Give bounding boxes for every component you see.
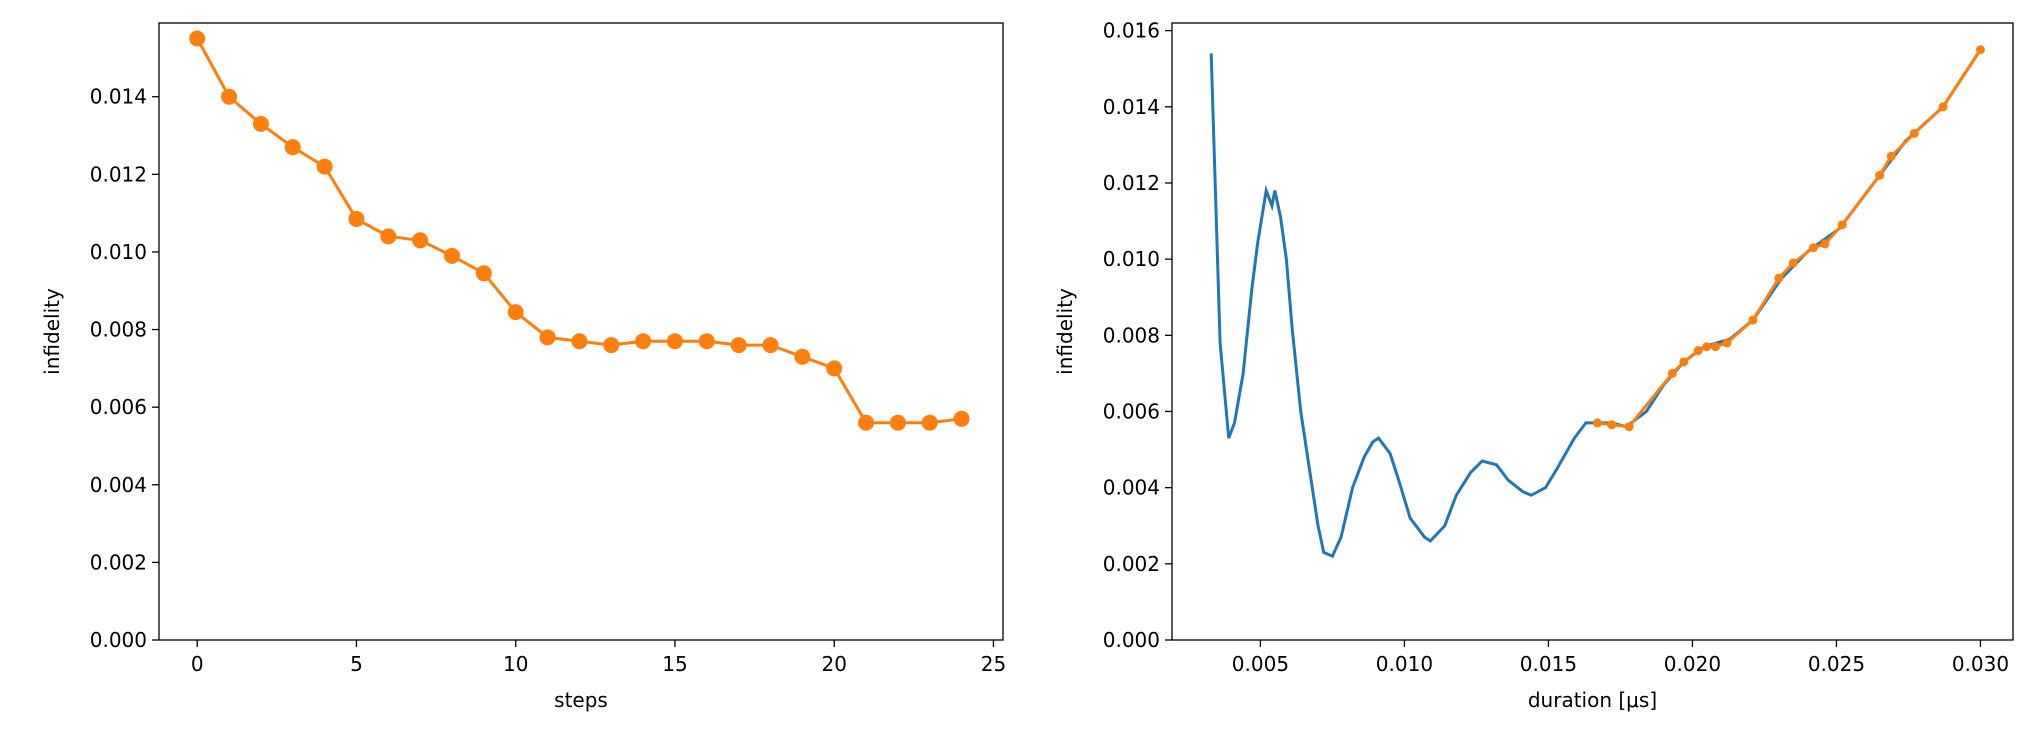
data-point: [316, 158, 333, 175]
series-line: [1597, 48, 1982, 429]
x-axis-label: steps: [554, 688, 608, 712]
data-point: [475, 265, 492, 282]
x-tick-label: 0.025: [1808, 652, 1865, 676]
data-point: [666, 333, 683, 350]
x-tick-label: 0.010: [1376, 652, 1433, 676]
data-point: [1592, 418, 1602, 428]
data-point: [1837, 220, 1847, 230]
data-point: [284, 139, 301, 156]
y-tick-label: 0.016: [1103, 19, 1160, 43]
y-tick-label: 0.004: [1103, 476, 1160, 500]
x-tick-label: 0.015: [1520, 652, 1577, 676]
y-tick-label: 0.006: [1103, 399, 1160, 423]
x-tick-label: 0: [191, 652, 204, 676]
data-point: [858, 414, 875, 431]
data-point: [539, 329, 556, 346]
y-tick-label: 0.004: [90, 473, 147, 497]
data-point: [252, 115, 269, 132]
data-point: [1774, 273, 1784, 283]
y-axis-label: infidelity: [1053, 288, 1077, 375]
data-point: [826, 360, 843, 377]
x-tick-label: 0.020: [1664, 652, 1721, 676]
y-tick-label: 0.010: [1103, 247, 1160, 271]
data-point: [507, 304, 524, 321]
data-point: [762, 337, 779, 354]
series-line: [1209, 48, 1982, 559]
y-tick-label: 0.010: [90, 240, 147, 264]
data-point: [603, 337, 620, 354]
data-point: [1710, 342, 1720, 352]
data-point: [189, 30, 206, 47]
data-point: [1938, 102, 1948, 112]
plot-frame: [1171, 22, 2014, 641]
data-point: [1820, 239, 1830, 249]
data-point: [1748, 315, 1758, 325]
data-point: [571, 333, 588, 350]
data-point: [1722, 338, 1732, 348]
y-tick-label: 0.002: [1103, 552, 1160, 576]
data-point: [921, 414, 938, 431]
x-tick-label: 0.005: [1232, 652, 1289, 676]
data-point: [1702, 342, 1712, 352]
x-tick-label: 25: [981, 652, 1006, 676]
data-point: [1693, 346, 1703, 356]
plot-frame: [158, 22, 1004, 641]
data-point: [1788, 258, 1798, 268]
x-tick-label: 0.030: [1952, 652, 2009, 676]
data-point: [730, 337, 747, 354]
data-point: [221, 88, 238, 105]
data-point: [444, 247, 461, 264]
x-tick-label: 20: [821, 652, 846, 676]
data-point: [1886, 151, 1896, 161]
data-point: [1808, 243, 1818, 253]
data-point: [1679, 357, 1689, 367]
x-tick-label: 10: [503, 652, 528, 676]
data-point: [635, 333, 652, 350]
y-tick-label: 0.006: [90, 395, 147, 419]
series-line: [195, 37, 962, 425]
x-tick-label: 5: [350, 652, 363, 676]
data-point: [1607, 420, 1617, 430]
y-tick-label: 0.014: [90, 85, 147, 109]
data-point: [1624, 422, 1634, 432]
data-point: [889, 414, 906, 431]
data-point: [348, 210, 365, 227]
y-tick-label: 0.000: [1103, 628, 1160, 652]
y-axis-label: infidelity: [40, 288, 64, 375]
y-tick-label: 0.014: [1103, 95, 1160, 119]
data-point: [1875, 170, 1885, 180]
y-tick-label: 0.008: [90, 318, 147, 342]
data-point: [794, 348, 811, 365]
y-tick-label: 0.002: [90, 550, 147, 574]
y-tick-label: 0.012: [90, 162, 147, 186]
x-tick-label: 15: [662, 652, 687, 676]
data-point: [380, 228, 397, 245]
data-point: [1975, 45, 1985, 55]
data-point: [698, 333, 715, 350]
data-point: [953, 410, 970, 427]
y-tick-label: 0.008: [1103, 323, 1160, 347]
y-tick-label: 0.012: [1103, 171, 1160, 195]
data-point: [412, 232, 429, 249]
data-point: [1909, 128, 1919, 138]
x-axis-label: duration [μs]: [1528, 688, 1657, 712]
data-point: [1667, 368, 1677, 378]
y-tick-label: 0.000: [90, 628, 147, 652]
